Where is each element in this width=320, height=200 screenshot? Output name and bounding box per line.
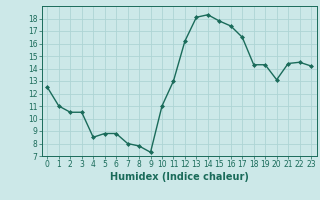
X-axis label: Humidex (Indice chaleur): Humidex (Indice chaleur) <box>110 172 249 182</box>
